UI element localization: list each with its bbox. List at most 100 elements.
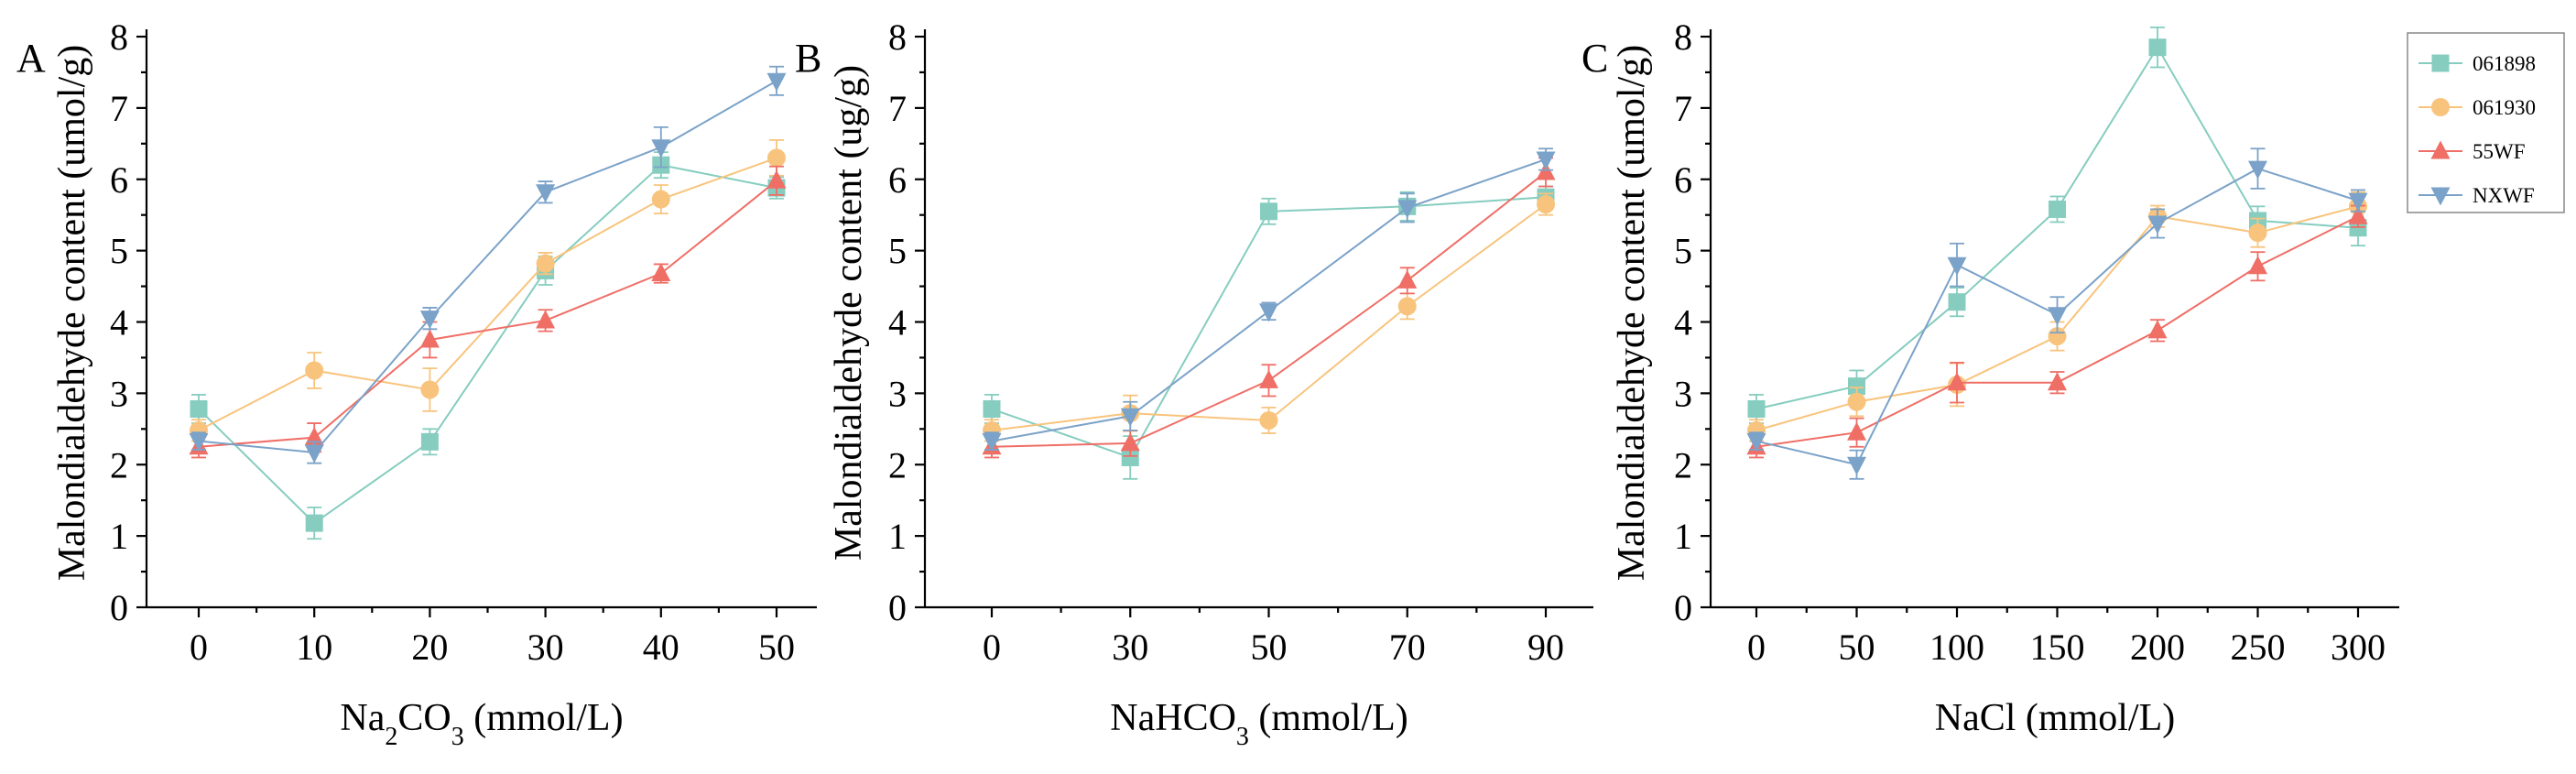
- series-061898: [983, 185, 1555, 480]
- data-point: [2248, 256, 2267, 275]
- data-point: [1847, 392, 1866, 411]
- x-tick-label: 50: [758, 627, 795, 668]
- data-point: [420, 380, 440, 399]
- series-55wf: [1746, 204, 2368, 459]
- y-tick-label: 8: [110, 16, 128, 58]
- legend-marker: [2431, 98, 2450, 116]
- x-tick-label: 10: [296, 627, 332, 668]
- y-tick-label: 0: [110, 587, 128, 628]
- data-point: [2248, 160, 2267, 180]
- series-line: [198, 164, 777, 525]
- series-061898: [190, 151, 786, 540]
- x-tick-label: 90: [1527, 627, 1564, 668]
- data-point: [1947, 372, 1967, 391]
- data-point: [651, 139, 671, 158]
- series-55wf: [982, 157, 1556, 459]
- y-tick-label: 5: [888, 231, 907, 272]
- x-tick-label: 30: [527, 627, 564, 668]
- y-tick-label: 7: [110, 88, 128, 129]
- y-tick-label: 2: [110, 444, 128, 485]
- y-tick-label: 2: [888, 444, 907, 485]
- series-nxwf: [1746, 147, 2368, 480]
- y-tick-label: 4: [1674, 302, 1692, 343]
- x-axis-title: NaCl (mmol/L): [1935, 697, 2175, 739]
- data-point: [419, 311, 440, 330]
- data-point: [419, 329, 440, 348]
- data-point: [1397, 269, 1418, 289]
- x-axis-title-unit: (mmol/L): [2016, 697, 2175, 739]
- data-point: [1847, 421, 1866, 441]
- data-point: [983, 400, 1001, 419]
- data-point: [2048, 372, 2067, 391]
- y-tick-label: 4: [888, 302, 907, 343]
- y-tick-label: 8: [888, 16, 907, 58]
- x-tick-label: 200: [2130, 627, 2185, 668]
- chart-panel-b: B 0 1 2 3 4 5 6 7 8 0 30 50 70 90 Malondialdehyde conte…: [795, 16, 1593, 751]
- panel-letter: A: [16, 36, 46, 81]
- data-point: [536, 254, 555, 273]
- series-line: [198, 180, 777, 448]
- legend-label: 55WF: [2473, 140, 2526, 163]
- y-tick-label: 5: [1674, 231, 1692, 272]
- data-point: [651, 263, 671, 282]
- y-tick-label: 8: [1674, 16, 1692, 58]
- legend-entry-nxwf: NXWF: [2418, 184, 2535, 207]
- data-point: [1397, 200, 1418, 219]
- series-nxwf: [982, 147, 1556, 452]
- data-point: [1537, 195, 1555, 214]
- y-tick-label: 3: [110, 373, 128, 414]
- legend-entry-061930: 061930: [2418, 96, 2536, 119]
- chart-panel-a: A 0 1 2 3 4 5 6 7 8 0 10 20 30 40 50 Malondialdehyde con…: [16, 16, 817, 751]
- data-point: [1847, 456, 1866, 475]
- x-tick-label: 30: [1112, 627, 1148, 668]
- x-tick-label: 20: [411, 627, 448, 668]
- y-tick-label: 6: [110, 159, 128, 201]
- data-point: [1397, 297, 1417, 316]
- series-061930: [190, 139, 786, 442]
- legend: 061898 061930 55WF NXWF: [2407, 32, 2565, 213]
- series-line: [198, 157, 777, 431]
- y-tick-label: 7: [1674, 88, 1692, 129]
- x-axis-title-subscript: 2: [385, 723, 397, 751]
- data-point: [2048, 327, 2067, 346]
- data-point: [1259, 410, 1278, 430]
- data-point: [1120, 432, 1140, 452]
- y-tick-label: 0: [888, 587, 907, 628]
- data-point: [1121, 448, 1139, 466]
- x-tick-label: 50: [1839, 627, 1875, 668]
- data-point: [2147, 320, 2168, 339]
- legend-label: NXWF: [2473, 184, 2535, 207]
- y-tick-label: 1: [888, 516, 907, 557]
- data-point: [189, 433, 209, 452]
- data-point: [651, 190, 670, 209]
- y-tick-label: 1: [1674, 516, 1692, 557]
- x-tick-label: 0: [190, 627, 208, 668]
- data-point: [2148, 38, 2167, 57]
- y-tick-label: 6: [888, 159, 907, 201]
- data-point: [1536, 151, 1556, 170]
- legend-label: 061898: [2473, 52, 2536, 75]
- data-point: [1746, 433, 1766, 452]
- data-point: [1747, 400, 1766, 419]
- y-tick-label: 5: [110, 231, 128, 272]
- data-point: [2248, 223, 2267, 243]
- data-point: [420, 432, 439, 451]
- x-axis-title-main: NaHCO: [1110, 697, 1236, 739]
- series-061898: [1747, 26, 2367, 424]
- data-point: [304, 427, 324, 446]
- x-axis-title-subscript: 3: [451, 723, 464, 751]
- data-point: [190, 400, 208, 419]
- series-55wf: [189, 165, 787, 459]
- y-tick-label: 1: [110, 516, 128, 557]
- data-point: [982, 433, 1002, 452]
- data-point: [305, 361, 324, 380]
- y-tick-label: 6: [1674, 159, 1692, 201]
- x-tick-label: 40: [643, 627, 679, 668]
- y-axis-title: Malondialdehyde content (umol/g): [1611, 45, 1653, 582]
- legend-marker: [2431, 54, 2450, 72]
- x-axis-title-middle: CO: [397, 697, 451, 739]
- x-axis-title-main: NaCl: [1935, 697, 2016, 739]
- data-point: [767, 148, 786, 168]
- y-axis-title: Malondialdehyde content (ug/g): [828, 65, 870, 561]
